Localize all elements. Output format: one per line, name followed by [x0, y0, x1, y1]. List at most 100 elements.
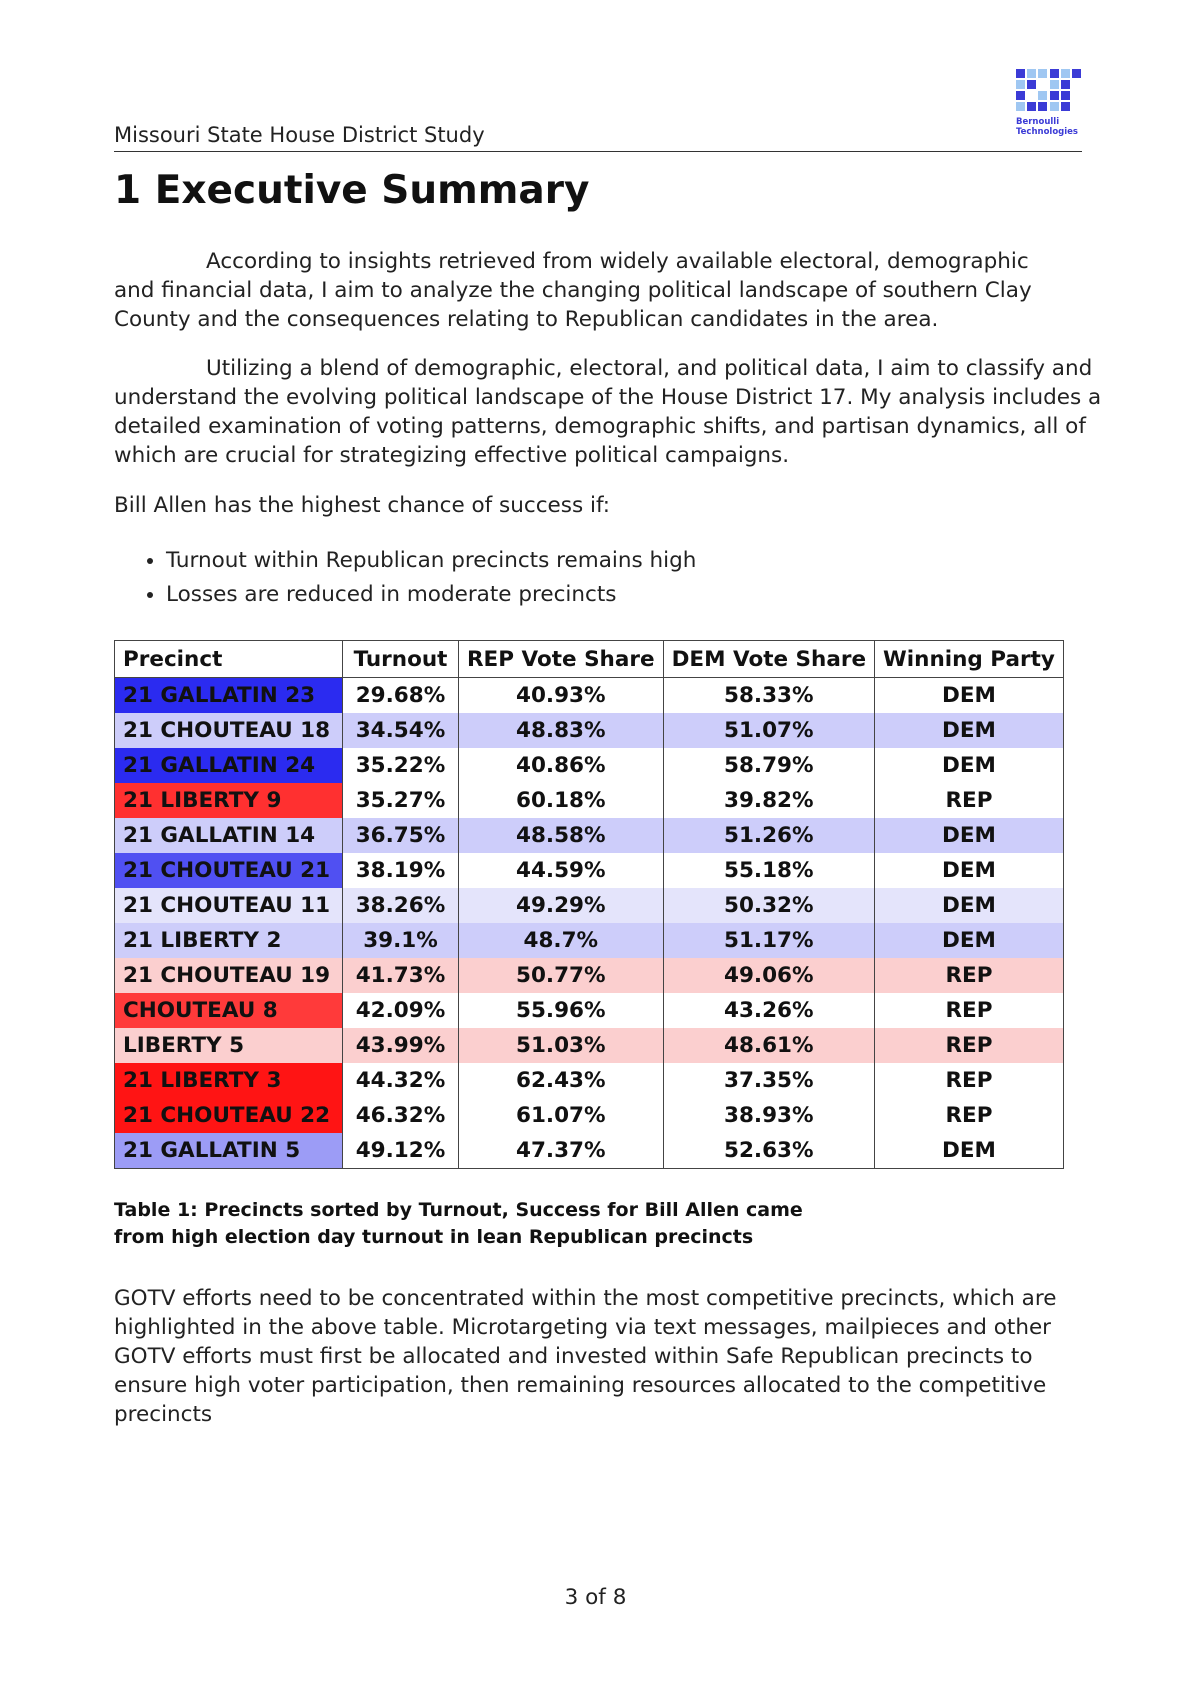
- turnout-cell: 44.32%: [342, 1063, 459, 1098]
- dem-share-cell: 50.32%: [662, 888, 876, 923]
- table-row: 21 LIBERTY 2 39.1% 48.7% 51.17% DEM: [114, 923, 1064, 958]
- table-row: 21 GALLATIN 24 35.22% 40.86% 58.79% DEM: [114, 748, 1064, 783]
- page-number: 3 of 8: [564, 1585, 627, 1610]
- winning-party-cell: DEM: [874, 923, 1064, 958]
- precinct-name-cell: 21 CHOUTEAU 21: [114, 853, 343, 888]
- winning-party-cell: DEM: [874, 853, 1064, 888]
- rep-share-cell: 55.96%: [458, 993, 664, 1028]
- header-winning-party: Winning Party: [874, 640, 1064, 678]
- precinct-name-cell: 21 LIBERTY 3: [114, 1063, 343, 1098]
- section-title: 1 Executive Summary: [114, 168, 590, 213]
- precinct-name-cell: 21 CHOUTEAU 11: [114, 888, 343, 923]
- gotv-paragraph: GOTV efforts need to be concentrated wit…: [114, 1286, 1057, 1427]
- dem-share-cell: 51.17%: [662, 923, 876, 958]
- turnout-cell: 35.27%: [342, 783, 459, 818]
- dem-share-cell: 37.35%: [662, 1063, 876, 1098]
- turnout-cell: 34.54%: [342, 713, 459, 748]
- precinct-name-cell: 21 LIBERTY 2: [114, 923, 343, 958]
- rep-share-cell: 62.43%: [458, 1063, 664, 1098]
- analysis-paragraph: Utilizing a blend of demographic, electo…: [114, 356, 1102, 468]
- turnout-cell: 29.68%: [342, 677, 459, 713]
- precinct-name-cell: 21 CHOUTEAU 19: [114, 958, 343, 993]
- precinct-name-cell: 21 GALLATIN 14: [114, 818, 343, 853]
- precinct-name-cell: 21 GALLATIN 5: [114, 1133, 343, 1169]
- rep-share-cell: 44.59%: [458, 853, 664, 888]
- table-row: LIBERTY 5 43.99% 51.03% 48.61% REP: [114, 1028, 1064, 1063]
- winning-party-cell: DEM: [874, 677, 1064, 713]
- winning-party-cell: DEM: [874, 818, 1064, 853]
- precinct-name-cell: 21 LIBERTY 9: [114, 783, 343, 818]
- dem-share-cell: 51.07%: [662, 713, 876, 748]
- precinct-name-cell: CHOUTEAU 8: [114, 993, 343, 1028]
- rep-share-cell: 47.37%: [458, 1133, 664, 1169]
- table-body: 21 GALLATIN 23 29.68% 40.93% 58.33% DEM 21 CH…: [114, 677, 1064, 1169]
- rep-share-cell: 49.29%: [458, 888, 664, 923]
- rep-share-cell: 48.58%: [458, 818, 664, 853]
- list-item: Turnout within Republican precincts rema…: [166, 544, 696, 578]
- turnout-cell: 42.09%: [342, 993, 459, 1028]
- winning-party-cell: DEM: [874, 1133, 1064, 1169]
- table-caption: Table 1: Precincts sorted by Turnout, Su…: [114, 1199, 803, 1248]
- turnout-cell: 41.73%: [342, 958, 459, 993]
- bernoulli-logo-icon: [1016, 69, 1081, 111]
- table-row: 21 LIBERTY 3 44.32% 62.43% 37.35% REP: [114, 1063, 1064, 1098]
- rep-share-cell: 40.86%: [458, 748, 664, 783]
- header-turnout: Turnout: [342, 640, 459, 678]
- table-header-row: Precinct Turnout REP Vote Share DEM Vote…: [114, 640, 1064, 678]
- table-row: 21 GALLATIN 14 36.75% 48.58% 51.26% DEM: [114, 818, 1064, 853]
- dem-share-cell: 49.06%: [662, 958, 876, 993]
- rep-share-cell: 50.77%: [458, 958, 664, 993]
- turnout-cell: 49.12%: [342, 1133, 459, 1169]
- precinct-name-cell: 21 GALLATIN 23: [114, 677, 343, 713]
- winning-party-cell: REP: [874, 993, 1064, 1028]
- turnout-cell: 39.1%: [342, 923, 459, 958]
- precinct-name-cell: 21 CHOUTEAU 22: [114, 1098, 343, 1133]
- dem-share-cell: 51.26%: [662, 818, 876, 853]
- precinct-name-cell: 21 CHOUTEAU 18: [114, 713, 343, 748]
- winning-party-cell: REP: [874, 1063, 1064, 1098]
- turnout-cell: 46.32%: [342, 1098, 459, 1133]
- rep-share-cell: 60.18%: [458, 783, 664, 818]
- document-title: Missouri State House District Study: [114, 123, 485, 147]
- logo-line-2: Technologies: [1016, 127, 1078, 137]
- rep-share-cell: 48.83%: [458, 713, 664, 748]
- success-conditions-intro: Bill Allen has the highest chance of suc…: [114, 493, 611, 518]
- rep-share-cell: 40.93%: [458, 677, 664, 713]
- precinct-name-cell: LIBERTY 5: [114, 1028, 343, 1063]
- table-row: 21 GALLATIN 23 29.68% 40.93% 58.33% DEM: [114, 677, 1064, 713]
- dem-share-cell: 52.63%: [662, 1133, 876, 1169]
- list-item: Losses are reduced in moderate precincts: [166, 578, 696, 612]
- winning-party-cell: DEM: [874, 713, 1064, 748]
- table-row: CHOUTEAU 8 42.09% 55.96% 43.26% REP: [114, 993, 1064, 1028]
- winning-party-cell: DEM: [874, 888, 1064, 923]
- table-row: 21 CHOUTEAU 21 38.19% 44.59% 55.18% DEM: [114, 853, 1064, 888]
- winning-party-cell: DEM: [874, 748, 1064, 783]
- winning-party-cell: REP: [874, 1098, 1064, 1133]
- header-dem-share: DEM Vote Share: [662, 640, 876, 678]
- header-rep-share: REP Vote Share: [458, 640, 664, 678]
- page-header: Missouri State House District Study: [114, 115, 1082, 152]
- dem-share-cell: 58.33%: [662, 677, 876, 713]
- rep-share-cell: 51.03%: [458, 1028, 664, 1063]
- rep-share-cell: 61.07%: [458, 1098, 664, 1133]
- turnout-cell: 38.19%: [342, 853, 459, 888]
- winning-party-cell: REP: [874, 783, 1064, 818]
- precinct-name-cell: 21 GALLATIN 24: [114, 748, 343, 783]
- dem-share-cell: 58.79%: [662, 748, 876, 783]
- dem-share-cell: 48.61%: [662, 1028, 876, 1063]
- table-row: 21 GALLATIN 5 49.12% 47.37% 52.63% DEM: [114, 1133, 1064, 1169]
- dem-share-cell: 39.82%: [662, 783, 876, 818]
- turnout-cell: 43.99%: [342, 1028, 459, 1063]
- table-row: 21 CHOUTEAU 11 38.26% 49.29% 50.32% DEM: [114, 888, 1064, 923]
- turnout-cell: 38.26%: [342, 888, 459, 923]
- winning-party-cell: REP: [874, 958, 1064, 993]
- turnout-cell: 36.75%: [342, 818, 459, 853]
- winning-party-cell: REP: [874, 1028, 1064, 1063]
- company-logo: Bernoulli Technologies: [1016, 69, 1082, 139]
- logo-line-1: Bernoulli: [1016, 117, 1060, 127]
- table-row: 21 CHOUTEAU 18 34.54% 48.83% 51.07% DEM: [114, 713, 1064, 748]
- precinct-table: Precinct Turnout REP Vote Share DEM Vote…: [114, 640, 1064, 1169]
- success-conditions-list: Turnout within Republican precincts rema…: [114, 544, 696, 612]
- intro-paragraph: According to insights retrieved from wid…: [114, 249, 1032, 332]
- table-row: 21 LIBERTY 9 35.27% 60.18% 39.82% REP: [114, 783, 1064, 818]
